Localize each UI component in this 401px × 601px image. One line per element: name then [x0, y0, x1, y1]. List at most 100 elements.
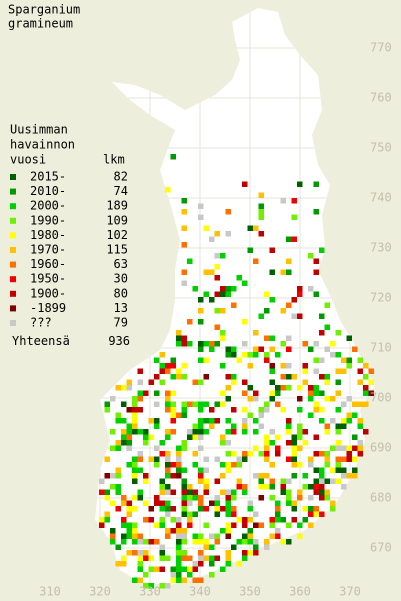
- observation-square: [253, 346, 259, 352]
- observation-square: [258, 214, 264, 220]
- observation-square: [214, 275, 220, 281]
- observation-square: [225, 209, 231, 215]
- observation-square: [126, 522, 132, 528]
- observation-square: [132, 429, 138, 435]
- observation-square: [280, 478, 286, 484]
- observation-square: [297, 423, 303, 429]
- observation-square: [335, 456, 341, 462]
- observation-square: [330, 418, 336, 424]
- observation-square: [297, 462, 303, 468]
- observation-square: [110, 445, 116, 451]
- observation-square: [187, 572, 193, 578]
- observation-square: [170, 429, 176, 435]
- observation-square: [324, 302, 330, 308]
- observation-square: [126, 500, 132, 506]
- observation-square: [121, 401, 127, 407]
- observation-square: [159, 368, 165, 374]
- observation-square: [165, 401, 171, 407]
- observation-square: [214, 291, 220, 297]
- observation-square: [264, 445, 270, 451]
- legend-count: 189: [106, 199, 128, 213]
- observation-square: [225, 462, 231, 468]
- observation-square: [297, 489, 303, 495]
- observation-square: [198, 379, 204, 385]
- observation-square: [154, 357, 160, 363]
- observation-square: [187, 500, 193, 506]
- observation-square: [181, 528, 187, 534]
- observation-square: [346, 445, 352, 451]
- observation-square: [264, 451, 270, 457]
- observation-square: [363, 363, 369, 369]
- observation-square: [176, 330, 182, 336]
- observation-square: [165, 363, 171, 369]
- observation-square: [352, 434, 358, 440]
- observation-square: [346, 363, 352, 369]
- observation-square: [302, 440, 308, 446]
- legend-count: 79: [114, 316, 128, 330]
- observation-square: [258, 473, 264, 479]
- observation-square: [231, 489, 237, 495]
- observation-square: [291, 456, 297, 462]
- observation-square: [269, 390, 275, 396]
- observation-square: [247, 363, 253, 369]
- observation-square: [352, 445, 358, 451]
- legend-count-header: lkm: [103, 153, 125, 167]
- observation-square: [187, 401, 193, 407]
- observation-square: [203, 341, 209, 347]
- observation-square: [170, 528, 176, 534]
- observation-square: [170, 517, 176, 523]
- observation-square: [231, 429, 237, 435]
- observation-square: [165, 396, 171, 402]
- observation-square: [330, 467, 336, 473]
- observation-square: [220, 330, 226, 336]
- observation-square: [121, 418, 127, 424]
- observation-square: [269, 346, 275, 352]
- observation-square: [225, 555, 231, 561]
- observation-square: [104, 495, 110, 501]
- observation-square: [275, 511, 281, 517]
- observation-square: [170, 489, 176, 495]
- observation-square: [181, 209, 187, 215]
- observation-square: [225, 500, 231, 506]
- observation-square: [335, 429, 341, 435]
- observation-square: [308, 511, 314, 517]
- observation-square: [214, 555, 220, 561]
- observation-square: [198, 478, 204, 484]
- observation-square: [269, 368, 275, 374]
- observation-square: [176, 341, 182, 347]
- observation-square: [236, 484, 242, 490]
- observation-square: [176, 517, 182, 523]
- observation-square: [308, 346, 314, 352]
- observation-square: [319, 467, 325, 473]
- observation-square: [319, 478, 325, 484]
- observation-square: [225, 231, 231, 237]
- y-coordinate: 760: [370, 91, 392, 105]
- observation-square: [121, 555, 127, 561]
- observation-square: [159, 478, 165, 484]
- observation-square: [121, 533, 127, 539]
- observation-square: [192, 566, 198, 572]
- observation-square: [335, 368, 341, 374]
- observation-square: [357, 401, 363, 407]
- observation-square: [214, 495, 220, 501]
- observation-square: [247, 396, 253, 402]
- observation-square: [214, 418, 220, 424]
- observation-square: [286, 363, 292, 369]
- observation-square: [231, 346, 237, 352]
- observation-square: [269, 269, 275, 275]
- observation-square: [242, 533, 248, 539]
- observation-square: [225, 550, 231, 556]
- observation-square: [209, 533, 215, 539]
- observation-square: [110, 396, 116, 402]
- legend-swatch: [10, 290, 16, 297]
- observation-square: [247, 352, 253, 358]
- observation-square: [170, 473, 176, 479]
- observation-square: [220, 286, 226, 292]
- observation-square: [236, 275, 242, 281]
- observation-square: [203, 467, 209, 473]
- observation-square: [291, 236, 297, 242]
- observation-square: [253, 258, 259, 264]
- observation-square: [264, 401, 270, 407]
- observation-square: [115, 412, 121, 418]
- observation-square: [225, 533, 231, 539]
